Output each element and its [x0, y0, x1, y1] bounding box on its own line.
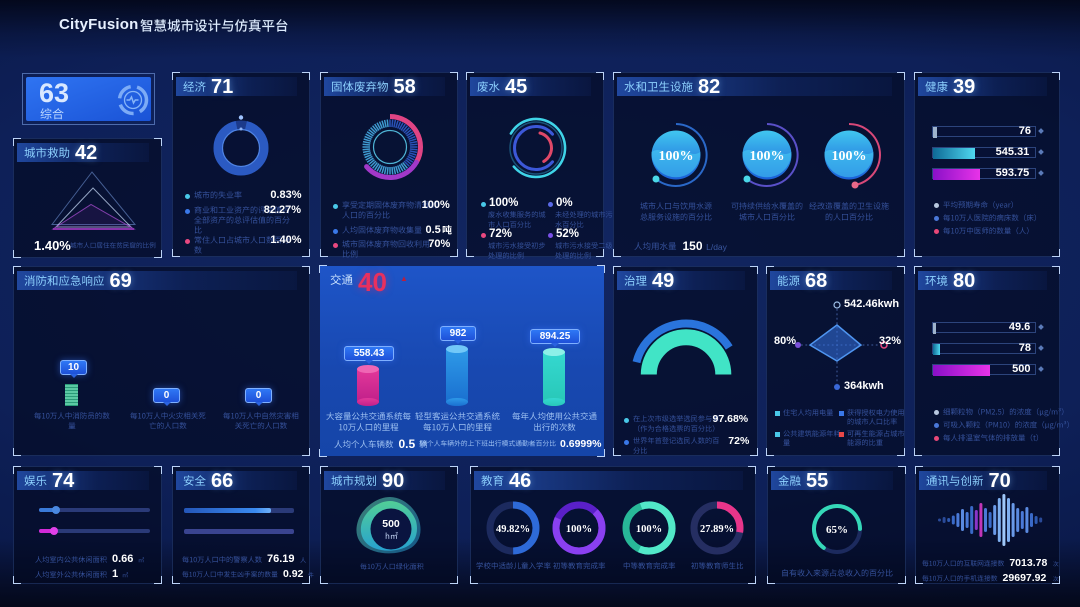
- svg-text:100%: 100%: [750, 149, 785, 164]
- svg-text:27.89%: 27.89%: [700, 524, 734, 535]
- svg-text:49.82%: 49.82%: [496, 524, 530, 535]
- svg-text:65%: 65%: [826, 524, 848, 536]
- svg-text:100%: 100%: [566, 524, 592, 535]
- svg-text:500: 500: [382, 518, 400, 530]
- svg-text:100%: 100%: [659, 149, 694, 164]
- svg-text:100%: 100%: [832, 149, 867, 164]
- svg-text:100%: 100%: [636, 524, 662, 535]
